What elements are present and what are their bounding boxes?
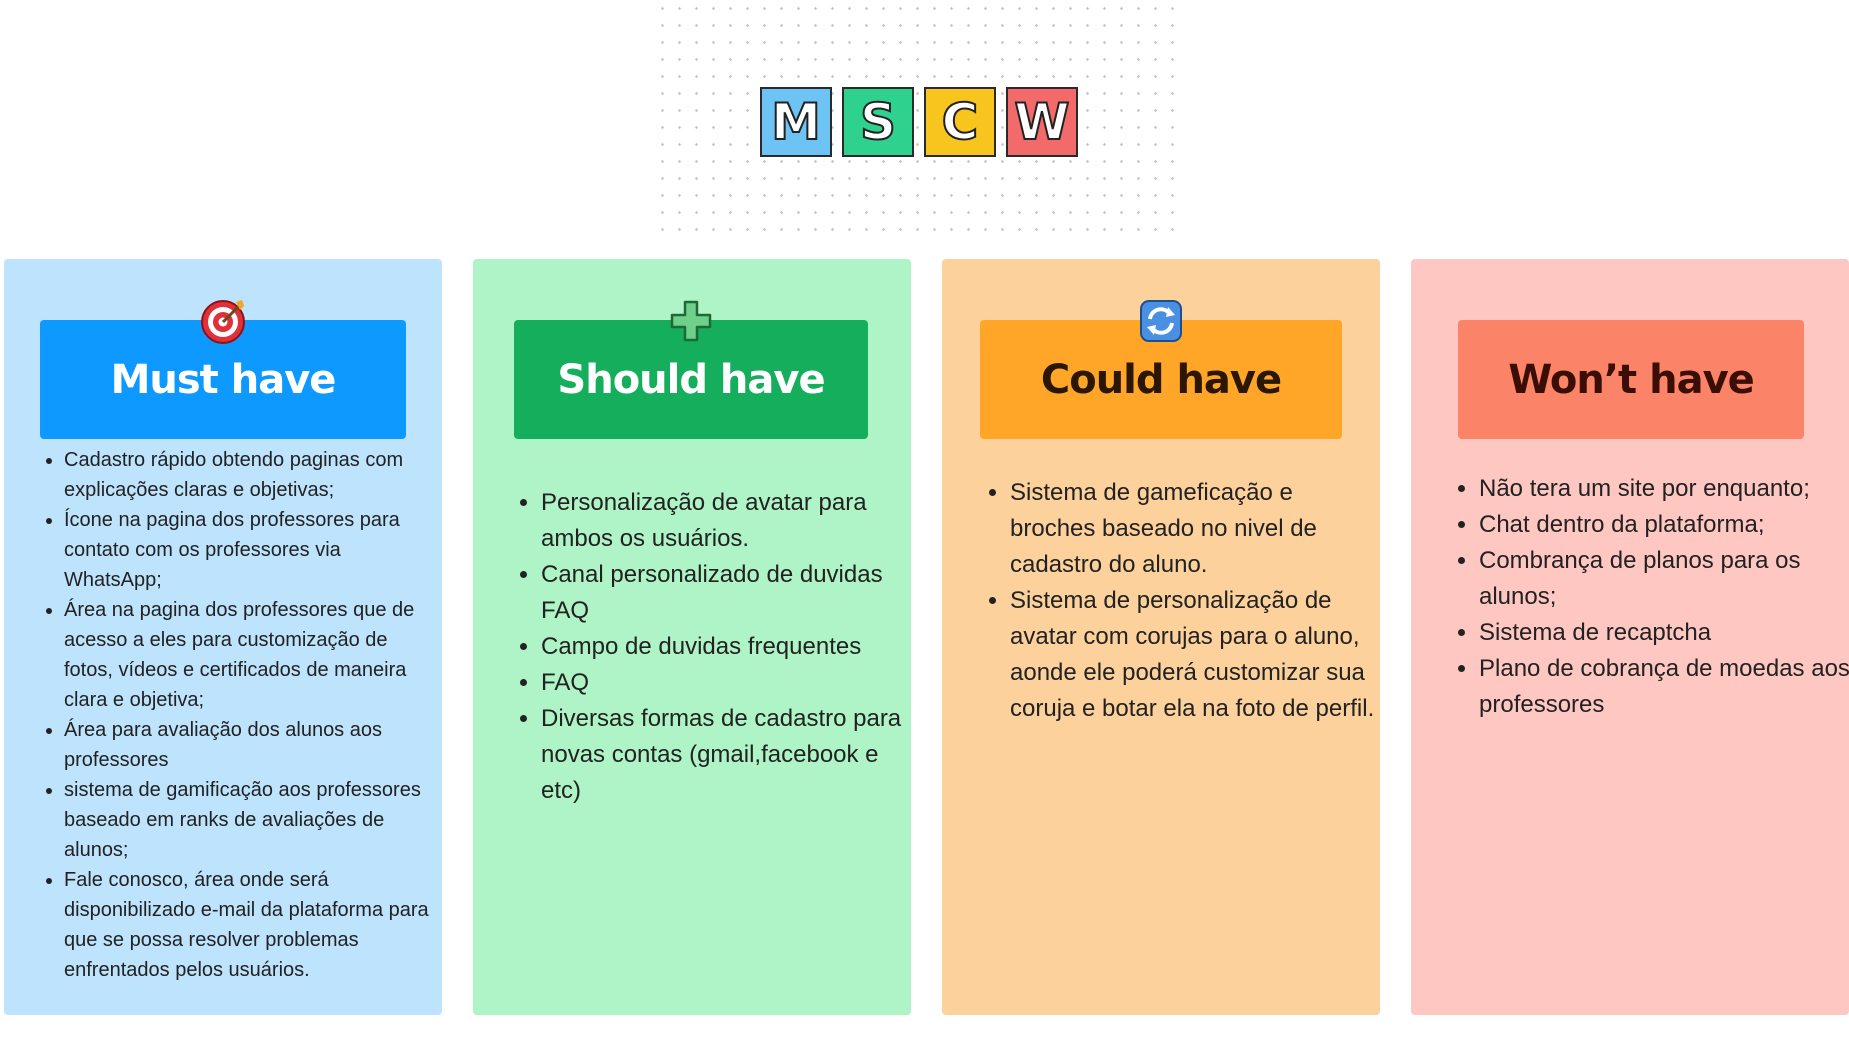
column-wont-have[interactable]: Won’t have Não tera um site por enquanto… (1411, 259, 1849, 1015)
header-title: Could have (1040, 356, 1282, 403)
header-title: Should have (557, 356, 825, 403)
header-title: Must have (110, 356, 337, 403)
tile-w[interactable]: W (1006, 87, 1078, 157)
target-icon (201, 300, 245, 344)
list-item: Plano de cobrança de moedas aos professo… (1479, 651, 1849, 723)
list-item: sistema de gamificação aos professores b… (64, 775, 434, 865)
list-wont-have: Não tera um site por enquanto; Chat dent… (1457, 471, 1849, 723)
plus-icon (670, 300, 712, 342)
list-item: Ícone na pagina dos professores para con… (64, 505, 434, 595)
list-item: Combrança de planos para os alunos; (1479, 543, 1849, 615)
column-must-have[interactable]: Must have Cadastro rápido obtendo pagina… (4, 259, 442, 1015)
refresh-icon (1140, 300, 1182, 342)
column-could-have[interactable]: Could have Sistema de gameficação e broc… (942, 259, 1380, 1015)
list-item: FAQ (541, 665, 911, 701)
tile-c[interactable]: C (924, 87, 996, 157)
list-item: Área na pagina dos professores que de ac… (64, 595, 434, 715)
list-item: Sistema de personalização de avatar com … (1010, 583, 1380, 727)
list-item: Chat dentro da plataforma; (1479, 507, 1849, 543)
moscow-letter-tiles: M S C W (760, 87, 1078, 157)
list-item: Cadastro rápido obtendo paginas com expl… (64, 445, 434, 505)
list-item: Personalização de avatar para ambos os u… (541, 485, 911, 557)
header-title: Won’t have (1508, 356, 1755, 403)
list-item: Sistema de recaptcha (1479, 615, 1849, 651)
header-should-have[interactable]: Should have (514, 300, 868, 439)
dot-grid-background (654, 0, 1174, 245)
header-must-have[interactable]: Must have (40, 300, 406, 439)
list-should-have: Personalização de avatar para ambos os u… (519, 485, 911, 809)
header-wont-have[interactable]: Won’t have (1458, 320, 1804, 439)
list-item: Campo de duvidas frequentes (541, 629, 911, 665)
tile-m[interactable]: M (760, 87, 832, 157)
header-could-have[interactable]: Could have (980, 300, 1342, 439)
column-should-have[interactable]: Should have Personalização de avatar par… (473, 259, 911, 1015)
list-item: Não tera um site por enquanto; (1479, 471, 1849, 507)
list-item: Área para avaliação dos alunos aos profe… (64, 715, 434, 775)
list-must-have: Cadastro rápido obtendo paginas com expl… (42, 445, 434, 985)
list-could-have: Sistema de gameficação e broches baseado… (988, 475, 1380, 727)
list-item: Fale conosco, área onde será disponibili… (64, 865, 434, 985)
list-item: Diversas formas de cadastro para novas c… (541, 701, 911, 809)
tile-s[interactable]: S (842, 87, 914, 157)
list-item: Canal personalizado de duvidas FAQ (541, 557, 911, 629)
list-item: Sistema de gameficação e broches baseado… (1010, 475, 1380, 583)
